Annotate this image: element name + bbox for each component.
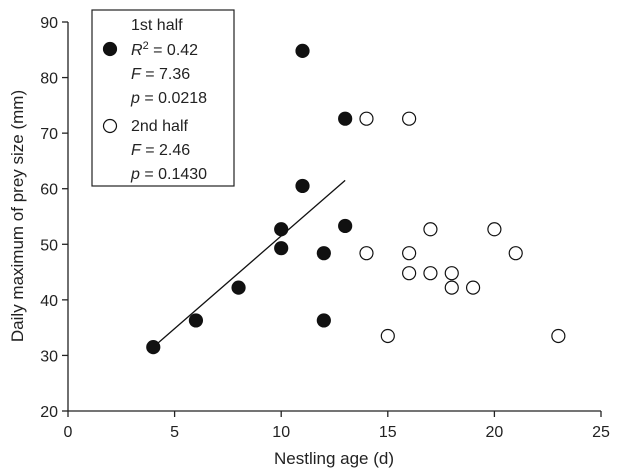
point-2nd-half <box>508 246 523 261</box>
y-tick-label: 90 <box>40 15 58 32</box>
x-tick-label: 5 <box>170 424 179 441</box>
point-1st-half <box>316 313 331 328</box>
y-tick-label: 50 <box>40 237 58 254</box>
data-points <box>146 43 566 355</box>
y-tick-label: 40 <box>40 293 58 310</box>
y-tick-label: 30 <box>40 348 58 365</box>
point-2nd-half <box>551 328 566 344</box>
legend-marker-1st-half <box>102 41 118 57</box>
legend-box <box>91 9 235 187</box>
point-1st-half <box>316 246 331 261</box>
y-tick-label: 60 <box>40 182 58 199</box>
point-2nd-half <box>359 246 374 261</box>
point-2nd-half <box>402 246 417 261</box>
y-tick-label: 70 <box>40 126 58 143</box>
x-tick-label: 0 <box>64 424 73 441</box>
y-axis-label: Daily maximum of prey size (mm) <box>8 90 27 342</box>
point-2nd-half <box>423 266 438 281</box>
point-1st-half <box>338 218 353 234</box>
legend-marker-2nd-half <box>102 118 118 134</box>
legend-f-1st-half: F = 7.36 <box>131 66 190 83</box>
plot-area: 0 5 10 15 20 25 20 30 40 50 60 70 80 90 <box>40 15 610 441</box>
x-axis-ticks: 0 5 10 15 20 25 <box>64 411 610 441</box>
point-2nd-half <box>487 222 502 237</box>
x-tick-label: 20 <box>486 424 504 441</box>
x-tick-label: 25 <box>592 424 610 441</box>
point-2nd-half <box>359 111 374 126</box>
legend-f-2nd-half: F = 2.46 <box>131 142 190 159</box>
regression-line-1st-half <box>152 179 346 348</box>
legend-p-1st-half: p = 0.0218 <box>130 90 207 107</box>
point-2nd-half <box>402 266 417 281</box>
y-tick-label: 80 <box>40 71 58 88</box>
point-1st-half <box>274 222 289 237</box>
point-1st-half <box>295 43 310 58</box>
point-2nd-half <box>465 280 481 295</box>
y-axis-ticks: 20 30 40 50 60 70 80 90 <box>40 15 68 421</box>
point-1st-half <box>146 339 161 355</box>
legend-p-2nd-half: p = 0.1430 <box>130 166 207 183</box>
point-2nd-half <box>444 266 459 281</box>
legend: 1st half R2 = 0.42 F = 7.36 p = 0.0218 2… <box>91 9 235 187</box>
point-2nd-half <box>402 111 417 126</box>
point-2nd-half <box>380 328 395 344</box>
point-1st-half <box>274 241 289 256</box>
point-2nd-half <box>444 280 459 295</box>
y-tick-label: 20 <box>40 404 58 421</box>
point-1st-half <box>295 178 310 194</box>
legend-r2-1st-half: R2 = 0.42 <box>131 40 198 59</box>
x-axis-label: Nestling age (d) <box>274 449 394 468</box>
point-1st-half <box>338 111 353 126</box>
x-tick-label: 10 <box>272 424 290 441</box>
x-tick-label: 15 <box>379 424 397 441</box>
legend-label-2nd-half: 2nd half <box>131 118 188 135</box>
legend-label-1st-half: 1st half <box>131 17 183 34</box>
point-2nd-half <box>423 222 438 237</box>
point-1st-half <box>188 313 204 328</box>
point-1st-half <box>231 280 246 295</box>
